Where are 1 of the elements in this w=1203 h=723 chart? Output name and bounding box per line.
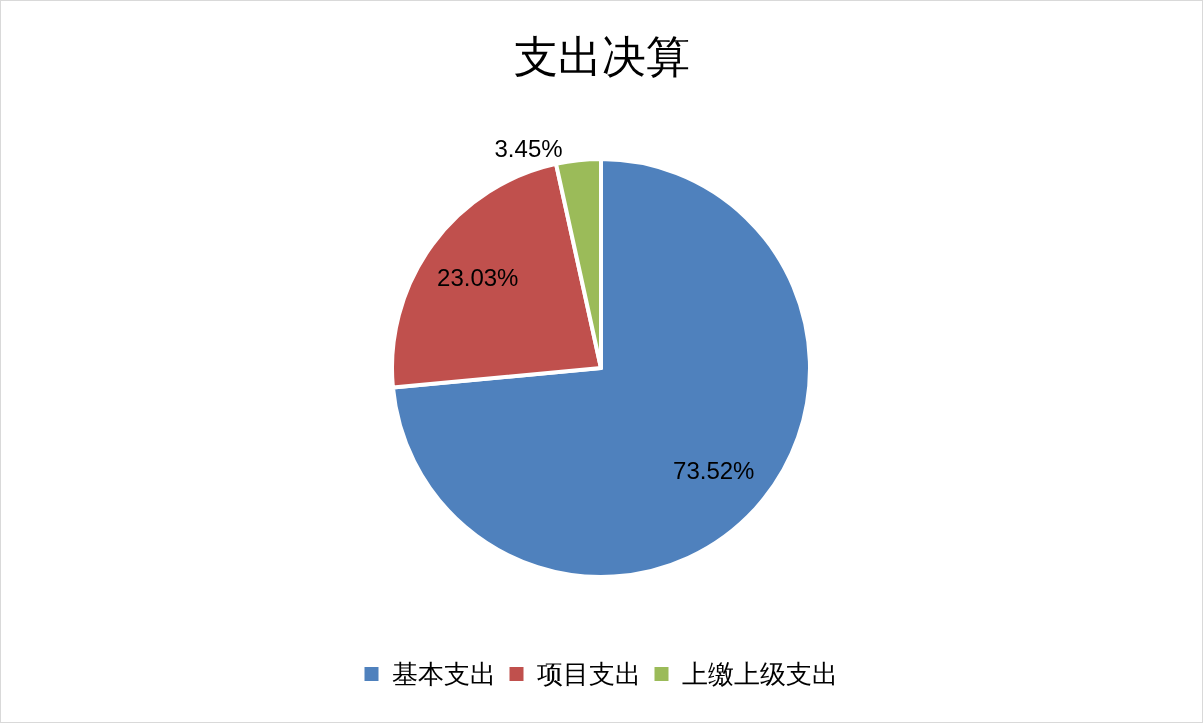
title: 支出决算: [513, 33, 690, 82]
